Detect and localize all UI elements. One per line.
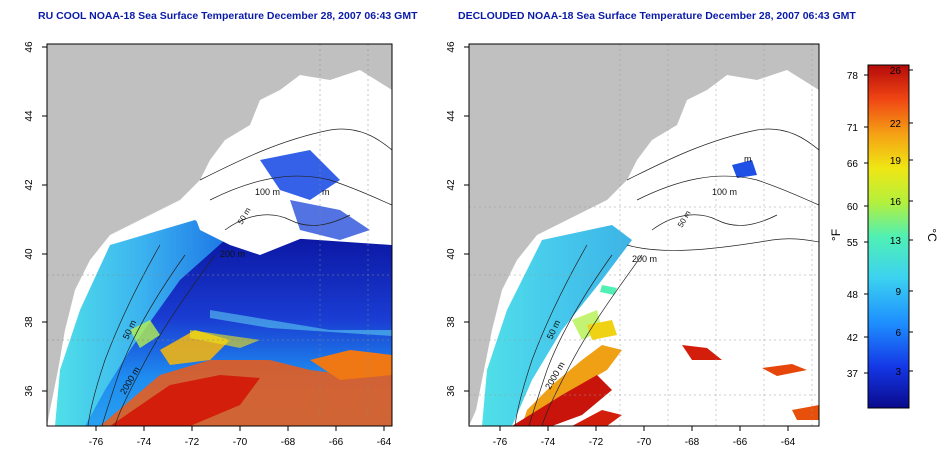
svg-text:48: 48: [847, 290, 859, 301]
svg-text:-70: -70: [233, 437, 248, 448]
celsius-tick: 26: [890, 66, 913, 77]
map-title-right: DECLOUDED NOAA-18 Sea Surface Temperatur…: [458, 10, 856, 22]
svg-text:13: 13: [890, 236, 902, 247]
celsius-tick: 3: [895, 367, 913, 378]
x-tick: -72: [589, 426, 604, 448]
x-tick: -74: [541, 426, 556, 448]
x-tick: -76: [89, 426, 104, 448]
svg-text:-66: -66: [733, 437, 748, 448]
x-tick: -72: [185, 426, 200, 448]
svg-text:42: 42: [847, 333, 859, 344]
svg-text:40: 40: [24, 248, 35, 260]
svg-text:60: 60: [847, 202, 859, 213]
svg-text:22: 22: [890, 119, 902, 130]
fahrenheit-tick: 60: [847, 202, 868, 213]
fahrenheit-tick: 42: [847, 333, 868, 344]
map-title-left: RU COOL NOAA-18 Sea Surface Temperature …: [38, 10, 418, 22]
celsius-tick: 16: [890, 197, 913, 208]
fahrenheit-unit-label: °F: [829, 229, 843, 241]
svg-text:36: 36: [24, 385, 35, 397]
svg-text:42: 42: [24, 179, 35, 191]
svg-text:38: 38: [446, 316, 457, 328]
y-tick: 38: [24, 316, 47, 328]
x-tick: -68: [685, 426, 700, 448]
svg-text:55: 55: [847, 238, 859, 249]
svg-text:71: 71: [847, 123, 859, 134]
svg-text:-72: -72: [185, 437, 200, 448]
y-tick: 46: [24, 41, 47, 53]
celsius-tick: 19: [890, 156, 913, 167]
x-tick: -66: [329, 426, 344, 448]
svg-text:40: 40: [446, 248, 457, 260]
y-tick: 36: [446, 385, 469, 397]
svg-text:6: 6: [895, 328, 901, 339]
svg-text:-64: -64: [377, 437, 392, 448]
svg-text:38: 38: [24, 316, 35, 328]
svg-text:66: 66: [847, 159, 859, 170]
svg-text:46: 46: [446, 41, 457, 53]
svg-text:16: 16: [890, 197, 902, 208]
svg-text:78: 78: [847, 71, 859, 82]
fahrenheit-tick: 55: [847, 238, 868, 249]
y-tick: 44: [446, 110, 469, 122]
contour-label: 100 m: [255, 187, 280, 197]
svg-text:3: 3: [895, 367, 901, 378]
x-tick: -66: [733, 426, 748, 448]
svg-text:-68: -68: [685, 437, 700, 448]
svg-text:46: 46: [24, 41, 35, 53]
svg-text:-76: -76: [493, 437, 508, 448]
svg-text:42: 42: [446, 179, 457, 191]
svg-text:36: 36: [446, 385, 457, 397]
y-tick: 46: [446, 41, 469, 53]
y-tick: 40: [24, 248, 47, 260]
svg-text:9: 9: [895, 287, 901, 298]
x-tick: -64: [377, 426, 392, 448]
celsius-unit-label: °C: [925, 228, 939, 242]
y-tick: 40: [446, 248, 469, 260]
svg-text:-74: -74: [541, 437, 556, 448]
svg-text:37: 37: [847, 369, 859, 380]
colorbar-gradient: [867, 64, 910, 409]
svg-text:-68: -68: [281, 437, 296, 448]
y-tick: 42: [24, 179, 47, 191]
fahrenheit-tick: 66: [847, 159, 868, 170]
celsius-tick: 9: [895, 287, 913, 298]
svg-text:19: 19: [890, 156, 902, 167]
sst-map-raw: 200 m 100 m m 50 m 50 m 2000 m 46 44 42 …: [10, 30, 400, 470]
svg-text:-72: -72: [589, 437, 604, 448]
x-tick: -64: [781, 426, 796, 448]
y-tick: 38: [446, 316, 469, 328]
sst-map-declouded: 200 m 100 m m 50 m 50 m 2000 m 46 44: [432, 30, 827, 470]
fahrenheit-tick: 78: [847, 71, 868, 82]
svg-text:44: 44: [446, 110, 457, 122]
temperature-colorbar: 78 71 66 60 55 48 42 37 26 22 19 16 13 9…: [828, 55, 950, 415]
svg-text:44: 44: [24, 110, 35, 122]
x-tick: -76: [493, 426, 508, 448]
celsius-tick: 13: [890, 236, 913, 247]
celsius-tick: 6: [895, 328, 913, 339]
svg-text:-64: -64: [781, 437, 796, 448]
x-tick: -70: [233, 426, 248, 448]
y-tick: 36: [24, 385, 47, 397]
contour-label: m: [744, 154, 752, 164]
fahrenheit-tick: 48: [847, 290, 868, 301]
x-tick: -70: [637, 426, 652, 448]
svg-text:-76: -76: [89, 437, 104, 448]
x-tick: -68: [281, 426, 296, 448]
contour-label: 200 m: [632, 254, 657, 264]
y-tick: 42: [446, 179, 469, 191]
fahrenheit-tick: 37: [847, 369, 868, 380]
contour-label: 200 m: [220, 249, 245, 259]
fahrenheit-tick: 71: [847, 123, 868, 134]
svg-text:26: 26: [890, 66, 902, 77]
contour-label: m: [322, 187, 330, 197]
svg-text:-70: -70: [637, 437, 652, 448]
svg-text:-74: -74: [137, 437, 152, 448]
contour-label: 100 m: [712, 187, 737, 197]
celsius-tick: 22: [890, 119, 913, 130]
y-tick: 44: [24, 110, 47, 122]
svg-text:-66: -66: [329, 437, 344, 448]
x-tick: -74: [137, 426, 152, 448]
